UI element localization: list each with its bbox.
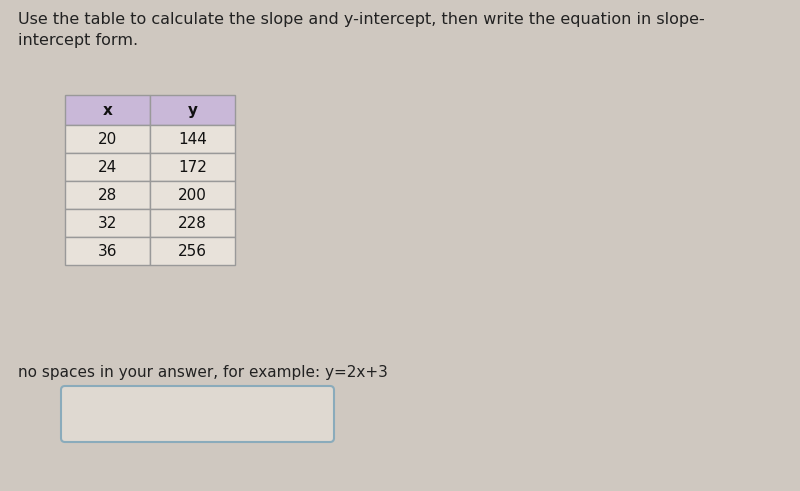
Bar xyxy=(65,209,150,237)
Text: 28: 28 xyxy=(98,188,117,202)
Bar xyxy=(150,125,235,153)
Bar xyxy=(150,95,235,125)
Bar xyxy=(65,153,150,181)
Bar xyxy=(65,237,150,265)
Bar xyxy=(150,181,235,209)
Bar xyxy=(150,209,235,237)
Text: y: y xyxy=(187,103,198,117)
Text: 32: 32 xyxy=(98,216,117,230)
Text: 200: 200 xyxy=(178,188,207,202)
Text: 20: 20 xyxy=(98,132,117,146)
Text: x: x xyxy=(102,103,113,117)
Text: 256: 256 xyxy=(178,244,207,258)
Text: Use the table to calculate the slope and y-intercept, then write the equation in: Use the table to calculate the slope and… xyxy=(18,12,705,27)
Text: 24: 24 xyxy=(98,160,117,174)
Bar xyxy=(150,153,235,181)
Text: no spaces in your answer, for example: y=2x+3: no spaces in your answer, for example: y… xyxy=(18,365,388,380)
Bar xyxy=(65,95,150,125)
Text: intercept form.: intercept form. xyxy=(18,33,138,48)
Text: 172: 172 xyxy=(178,160,207,174)
FancyBboxPatch shape xyxy=(61,386,334,442)
Text: 228: 228 xyxy=(178,216,207,230)
Bar xyxy=(150,237,235,265)
Bar xyxy=(65,125,150,153)
Text: 36: 36 xyxy=(98,244,118,258)
Text: 144: 144 xyxy=(178,132,207,146)
Bar xyxy=(65,181,150,209)
